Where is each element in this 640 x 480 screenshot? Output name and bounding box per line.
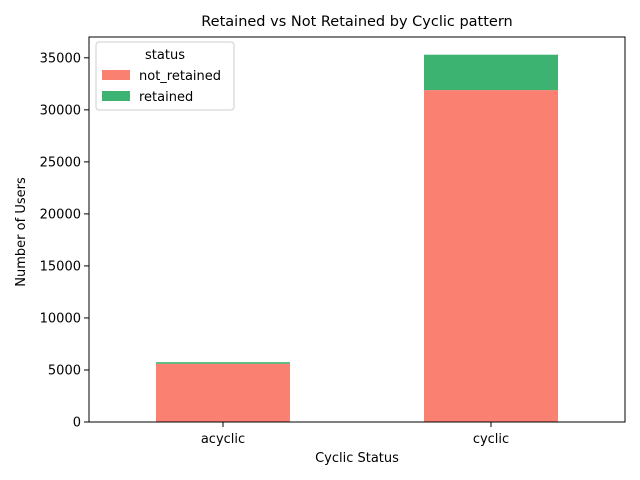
bar-acyclic-retained <box>156 362 290 364</box>
y-tick-label: 10000 <box>40 311 81 326</box>
y-tick-label: 35000 <box>40 51 81 66</box>
bars-group <box>156 54 558 422</box>
y-tick-label: 0 <box>73 416 81 431</box>
x-tick-label-cyclic: cyclic <box>473 432 509 447</box>
y-tick-label: 15000 <box>40 259 81 274</box>
bar-acyclic-not_retained <box>156 363 290 422</box>
legend-title: status <box>145 48 185 63</box>
plot-frame <box>88 36 626 423</box>
y-axis: 0 5000 10000 15000 20000 25000 30000 35000 <box>40 51 89 431</box>
legend: status not_retained retained <box>95 41 235 111</box>
bar-cyclic-not_retained <box>424 90 558 422</box>
y-tick-label: 25000 <box>40 155 81 170</box>
y-tick-label: 30000 <box>40 103 81 118</box>
y-axis-label: Number of Users <box>14 177 29 287</box>
legend-swatch-retained <box>102 91 130 101</box>
y-tick-label: 5000 <box>48 363 81 378</box>
legend-label-retained: retained <box>139 90 193 105</box>
legend-label-not_retained: not_retained <box>139 69 221 84</box>
x-axis-label: Cyclic Status <box>315 451 399 466</box>
bar-cyclic-retained <box>424 54 558 91</box>
legend-swatch-not_retained <box>102 70 130 80</box>
chart-title: Retained vs Not Retained by Cyclic patte… <box>201 14 512 30</box>
legend-box <box>95 41 235 111</box>
x-tick-label-acyclic: acyclic <box>201 432 245 447</box>
y-tick-label: 20000 <box>40 207 81 222</box>
x-axis: acyclic cyclic <box>201 422 509 447</box>
